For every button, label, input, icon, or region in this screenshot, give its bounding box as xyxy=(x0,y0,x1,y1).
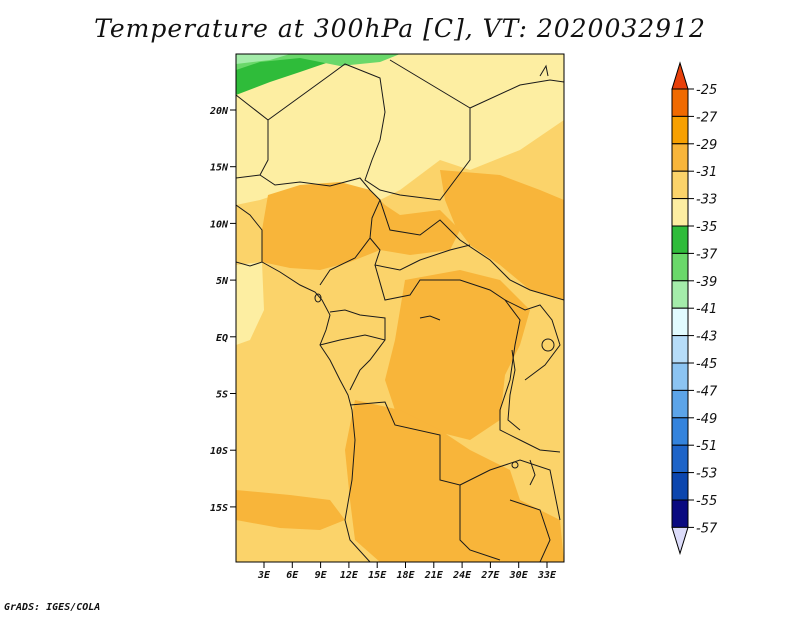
orange-patch-southwest xyxy=(236,490,345,530)
longitude-axis: 3E 6E 9E 12E 15E 18E 21E 24E 27E 30E 33E xyxy=(257,562,557,581)
colorbar-swatch xyxy=(671,307,689,337)
colorbar-label: -45 xyxy=(696,357,717,372)
up-triangle-icon xyxy=(671,61,689,90)
lat-tick-label: 15N xyxy=(210,163,229,174)
lat-tick-label: 15S xyxy=(210,503,228,514)
colorbar-swatch xyxy=(671,198,689,227)
colorbar-label: -41 xyxy=(696,302,717,317)
lon-tick-label: 24E xyxy=(452,570,472,581)
pale-patch-west xyxy=(236,262,264,345)
orange-patch-west-central xyxy=(262,182,460,270)
colorbar-label: -39 xyxy=(696,275,717,290)
country-boundaries xyxy=(236,59,564,562)
colorbar: -25 -27 -29 -31 -33 -35 -37 -39 -41 -43 -45 -47 -49 -… xyxy=(671,61,718,556)
green-light-band xyxy=(236,54,400,70)
colorbar-swatch xyxy=(671,225,689,254)
map-plot-area xyxy=(236,54,564,562)
green-pale-band xyxy=(236,54,290,64)
lat-tick-label: 5S xyxy=(216,390,228,401)
colorbar-label: -31 xyxy=(696,165,717,180)
colorbar-label: -33 xyxy=(696,193,717,208)
colorbar-swatch xyxy=(671,472,689,501)
lon-tick-label: 15E xyxy=(368,570,387,581)
lon-tick-label: 33E xyxy=(537,570,557,581)
latitude-axis: 20N 15N 10N 5N EQ 5S 10S 15S xyxy=(209,106,236,514)
colorbar-label: -27 xyxy=(696,110,718,125)
orange-patch-south xyxy=(345,400,564,562)
colorbar-swatch xyxy=(671,280,689,309)
orange-patch-northeast xyxy=(440,170,564,300)
lat-tick-label: 10S xyxy=(210,446,228,457)
colorbar-swatch xyxy=(671,252,689,282)
lon-tick-label: 3E xyxy=(257,570,271,581)
lat-tick-label: 5N xyxy=(216,276,229,287)
colorbar-label: -29 xyxy=(696,138,717,153)
credit-label: GrADS: IGES/COLA xyxy=(4,602,101,613)
colorbar-label: -51 xyxy=(696,439,717,454)
colorbar-label: -37 xyxy=(696,247,718,262)
pale-band-north xyxy=(236,54,564,205)
lon-tick-label: 18E xyxy=(396,570,415,581)
map-frame xyxy=(235,53,565,563)
colorbar-label: -25 xyxy=(696,83,717,98)
colorbar-swatch xyxy=(671,499,689,528)
colorbar-label: -47 xyxy=(696,384,718,399)
lat-tick-label: 10N xyxy=(210,219,229,230)
colorbar-swatch xyxy=(671,389,689,419)
green-band-north xyxy=(236,54,335,95)
colorbar-swatch xyxy=(671,444,689,474)
colorbar-label: -35 xyxy=(696,220,717,235)
colorbar-label: -57 xyxy=(696,521,718,536)
down-triangle-icon xyxy=(671,526,689,556)
lakes xyxy=(314,293,555,486)
colorbar-swatch xyxy=(671,143,689,172)
lon-tick-label: 9E xyxy=(315,570,328,581)
colorbar-label: -55 xyxy=(696,494,717,509)
lon-tick-label: 27E xyxy=(480,570,500,581)
colorbar-swatch xyxy=(671,362,689,391)
colorbar-swatch xyxy=(671,115,689,145)
colorbar-swatch xyxy=(671,88,689,117)
lat-tick-label: EQ xyxy=(216,333,228,344)
lon-tick-label: 30E xyxy=(509,570,529,581)
colorbar-swatch xyxy=(671,417,689,446)
orange-patch-central xyxy=(385,270,530,440)
chart-title: Temperature at 300hPa [C], VT: 202003291… xyxy=(94,14,706,43)
colorbar-swatch xyxy=(671,170,689,200)
colorbar-label: -53 xyxy=(696,467,717,482)
colorbar-label: -43 xyxy=(696,330,717,345)
lon-tick-label: 12E xyxy=(340,570,359,581)
colorbar-label: -49 xyxy=(696,412,717,427)
lon-tick-label: 21E xyxy=(424,570,444,581)
colorbar-swatch xyxy=(671,335,689,364)
lon-tick-label: 6E xyxy=(286,570,299,581)
lat-tick-label: 20N xyxy=(209,106,229,117)
